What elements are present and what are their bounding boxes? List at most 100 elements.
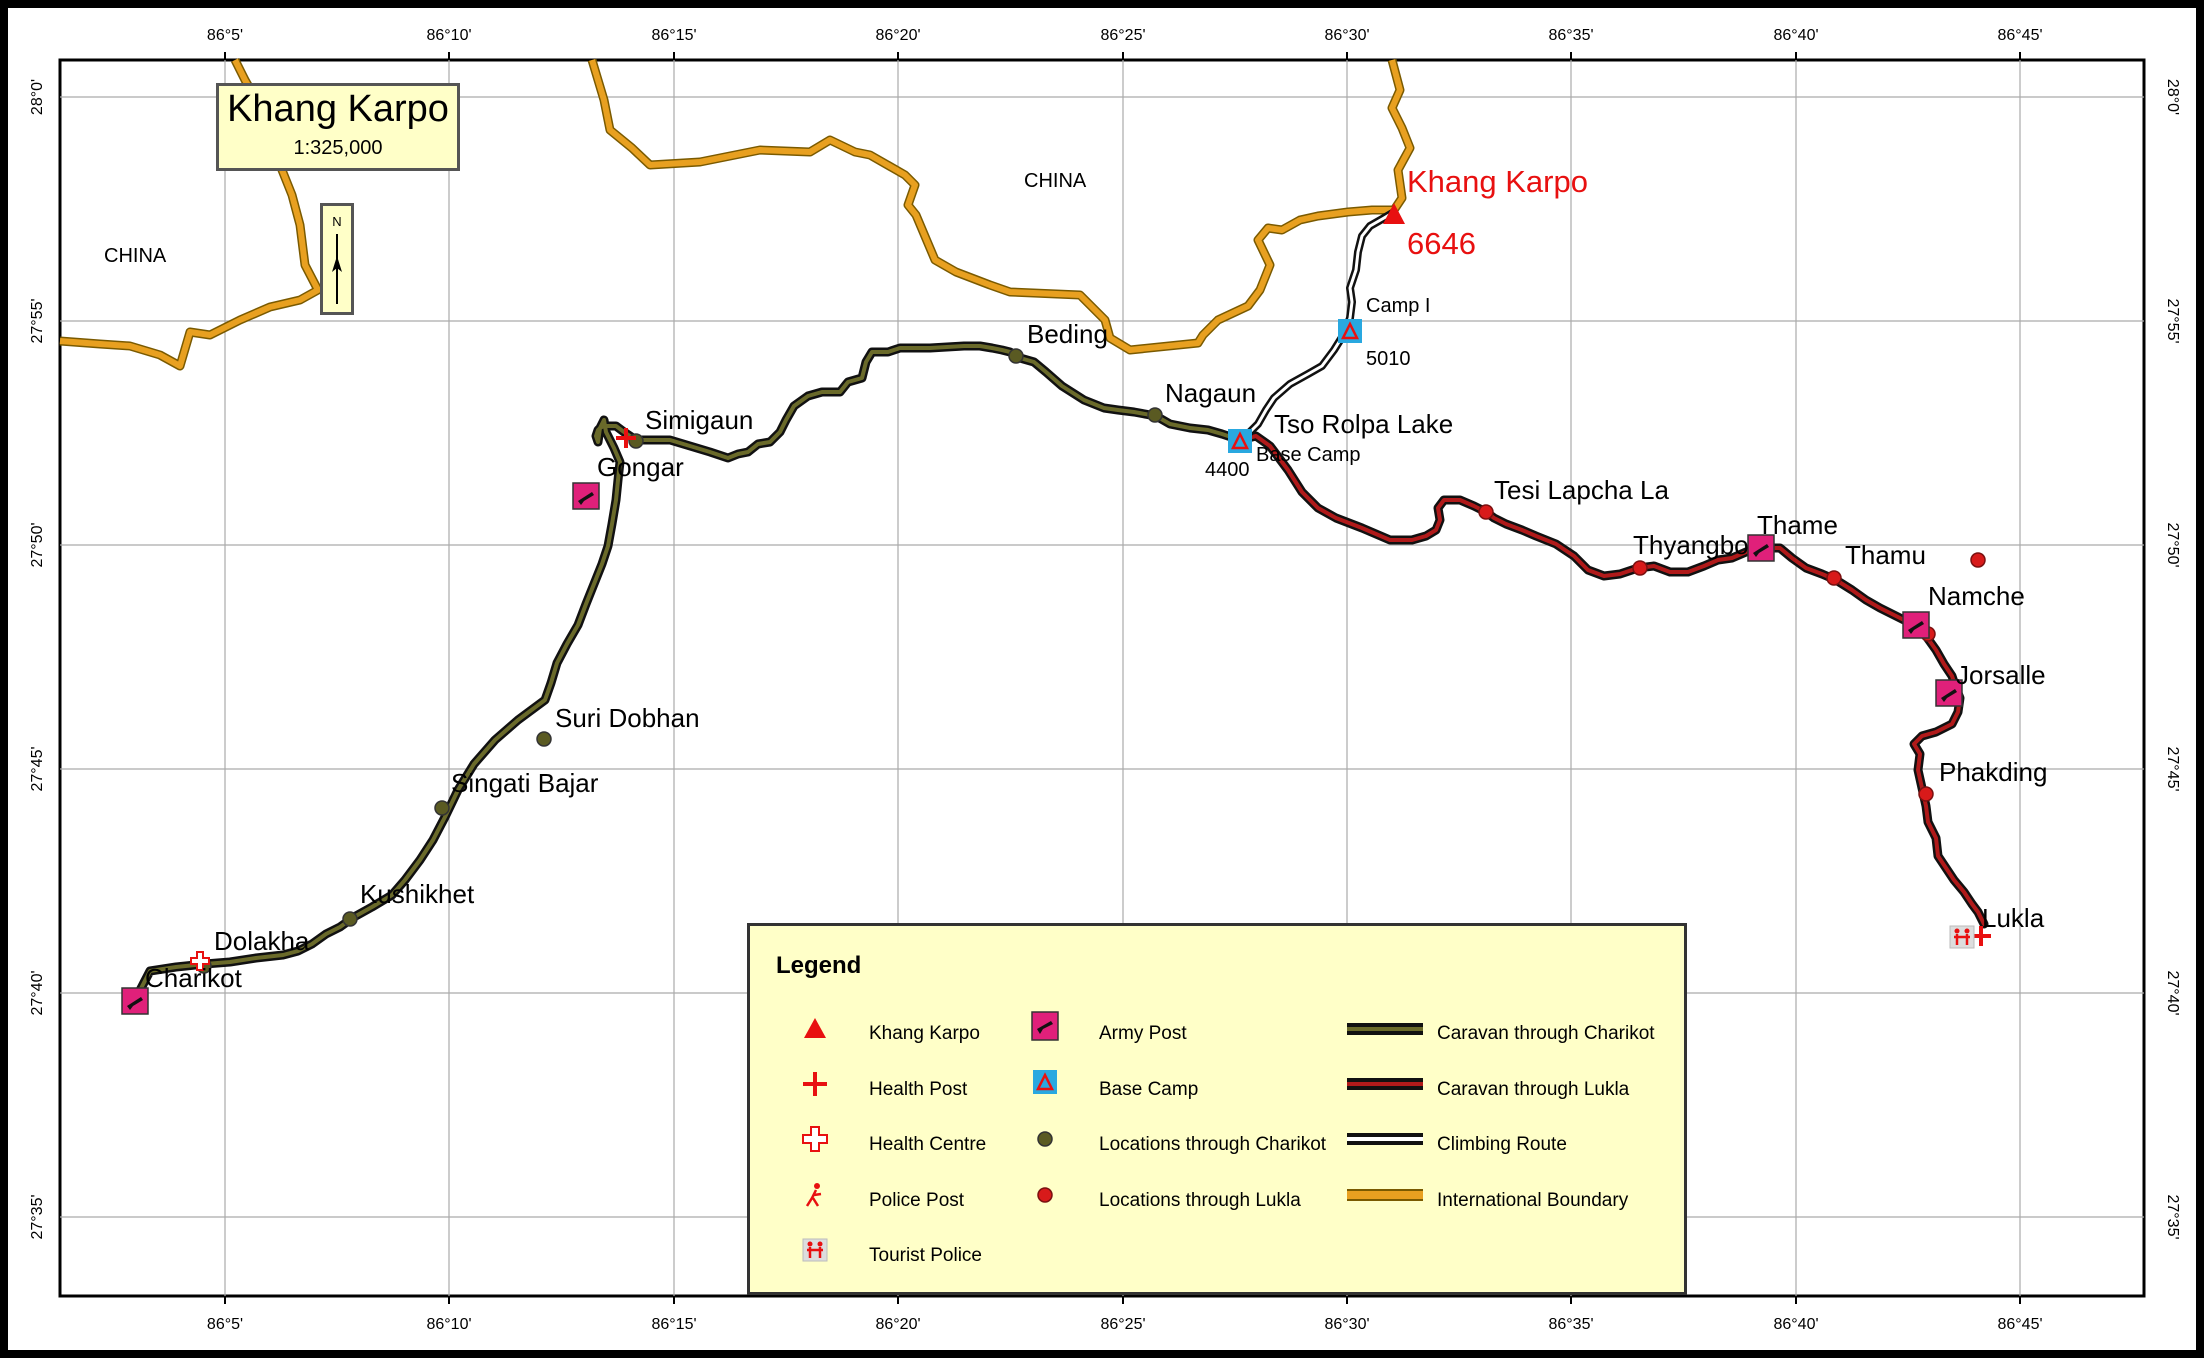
army-post-marker xyxy=(572,482,600,510)
lat-tick-label: 27°35' xyxy=(29,1194,46,1239)
lat-labels-right: 28°0' 27°55' 27°50' 27°45' 27°40' 27°35' xyxy=(2164,79,2181,1240)
lat-tick-label: 27°55' xyxy=(29,298,46,343)
lon-tick-label: 86°5' xyxy=(207,27,243,44)
charikot-location-marker xyxy=(342,911,358,927)
police-post-icon xyxy=(805,1183,822,1207)
country-label: CHINA xyxy=(1024,170,1087,192)
lon-tick-label: 86°30' xyxy=(1324,27,1369,44)
north-arrow-label: N xyxy=(332,214,341,229)
lon-labels-bottom: 86°5' 86°10' 86°15' 86°20' 86°25' 86°30'… xyxy=(207,1316,2043,1333)
legend-item: Army Post xyxy=(1099,1023,1187,1044)
lon-tick-label: 86°5' xyxy=(207,1316,243,1333)
base-camp-icon xyxy=(1033,1070,1057,1094)
map-title: Khang Karpo xyxy=(227,88,449,130)
place-label: Thyangbo xyxy=(1633,530,1749,560)
boundary-swatch-icon xyxy=(1347,1189,1423,1201)
lat-tick-label: 28°0' xyxy=(29,79,46,115)
lon-tick-label: 86°20' xyxy=(875,1316,920,1333)
lukla-route-swatch-icon xyxy=(1347,1078,1423,1090)
base-camp-elevation: 4400 xyxy=(1205,459,1250,481)
legend-item: Locations through Charikot xyxy=(1099,1134,1327,1155)
charikot-location-marker xyxy=(536,731,552,747)
tick-marks xyxy=(224,52,2021,1304)
place-label: Jorsalle xyxy=(1956,660,2046,690)
lat-tick-label: 27°40' xyxy=(29,970,46,1015)
place-label: Tesi Lapcha La xyxy=(1494,475,1669,505)
lat-tick-label: 27°45' xyxy=(29,746,46,791)
markers-layer xyxy=(121,203,1991,1015)
legend-item: Locations through Lukla xyxy=(1099,1190,1301,1211)
place-label: Simigaun xyxy=(645,405,753,435)
peak-name: Khang Karpo xyxy=(1407,164,1588,199)
lat-tick-label: 27°50' xyxy=(2164,522,2181,567)
legend-item: Health Centre xyxy=(869,1134,987,1155)
place-label: Thamu xyxy=(1845,540,1926,570)
army-post-marker xyxy=(1902,611,1930,639)
base-camp-label: Base Camp xyxy=(1256,444,1361,466)
lon-tick-label: 86°45' xyxy=(1997,1316,2042,1333)
lon-tick-label: 86°10' xyxy=(426,1316,471,1333)
lon-tick-label: 86°35' xyxy=(1548,27,1593,44)
north-arrow: N xyxy=(320,203,354,315)
map-scale: 1:325,000 xyxy=(293,137,383,159)
place-label: Thame xyxy=(1757,510,1838,540)
charikot-location-icon xyxy=(1037,1131,1053,1147)
lon-tick-label: 86°25' xyxy=(1100,27,1145,44)
map-labels: CHINA CHINA Khang Karpo 6646 Camp I 5010… xyxy=(104,164,2047,993)
lon-tick-label: 86°35' xyxy=(1548,1316,1593,1333)
place-label: Kushikhet xyxy=(360,879,475,909)
legend-item: Caravan through Charikot xyxy=(1437,1023,1655,1044)
lukla-location-marker xyxy=(1918,786,1934,802)
map-title-box: Khang Karpo 1:325,000 xyxy=(216,83,460,171)
place-label: Charikot xyxy=(145,963,243,993)
lon-tick-label: 86°15' xyxy=(651,27,696,44)
lukla-location-marker xyxy=(1826,570,1842,586)
charikot-location-marker xyxy=(1147,407,1163,423)
place-label: Singati Bajar xyxy=(451,768,599,798)
health-centre-icon xyxy=(802,1126,828,1152)
north-arrow-icon: N xyxy=(332,214,342,304)
health-post-marker xyxy=(616,428,636,448)
lat-labels-left: 28°0' 27°55' 27°50' 27°45' 27°40' 27°35' xyxy=(29,79,46,1240)
army-post-marker xyxy=(121,987,149,1015)
charikot-location-marker xyxy=(434,800,450,816)
peak-icon xyxy=(804,1018,826,1038)
lukla-location-icon xyxy=(1037,1187,1053,1203)
lat-tick-label: 27°50' xyxy=(29,522,46,567)
place-label: Beding xyxy=(1027,319,1108,349)
place-label: Suri Dobhan xyxy=(555,703,700,733)
charikot-route-line-inner xyxy=(133,344,1242,1002)
lon-labels-top: 86°5' 86°10' 86°15' 86°20' 86°25' 86°30'… xyxy=(207,27,2043,44)
legend-title: Legend xyxy=(776,952,862,979)
country-label: CHINA xyxy=(104,245,167,267)
lon-tick-label: 86°25' xyxy=(1100,1316,1145,1333)
camp1-label: Camp I xyxy=(1366,295,1430,317)
lukla-location-marker xyxy=(1632,560,1648,576)
lukla-location-marker xyxy=(1970,552,1986,568)
lon-tick-label: 86°40' xyxy=(1773,27,1818,44)
army-post-marker xyxy=(1935,679,1963,707)
peak-elevation: 6646 xyxy=(1407,226,1476,261)
lon-tick-label: 86°30' xyxy=(1324,1316,1369,1333)
legend-item: Khang Karpo xyxy=(869,1023,980,1044)
lat-tick-label: 27°45' xyxy=(2164,746,2181,791)
legend-item: Base Camp xyxy=(1099,1079,1199,1100)
lat-tick-label: 27°35' xyxy=(2164,1194,2181,1239)
legend-item: Climbing Route xyxy=(1437,1134,1567,1155)
tourist-police-marker xyxy=(1949,925,1975,949)
legend: Legend Khang Karpo Health Post Health Ce… xyxy=(747,923,1687,1295)
lon-tick-label: 86°45' xyxy=(1997,27,2042,44)
health-post-marker xyxy=(1971,926,1991,946)
base-camp-marker xyxy=(1228,429,1252,453)
base-camp-marker xyxy=(1338,319,1362,343)
lat-tick-label: 27°40' xyxy=(2164,970,2181,1015)
tourist-police-icon xyxy=(802,1238,828,1262)
climbing-route-swatch-icon xyxy=(1347,1133,1423,1145)
place-label: Dolakha xyxy=(214,926,310,956)
lon-tick-label: 86°10' xyxy=(426,27,471,44)
lon-tick-label: 86°15' xyxy=(651,1316,696,1333)
army-post-marker xyxy=(1747,534,1775,562)
charikot-route-swatch-icon xyxy=(1347,1023,1423,1035)
lake-label: Tso Rolpa Lake xyxy=(1274,409,1453,439)
